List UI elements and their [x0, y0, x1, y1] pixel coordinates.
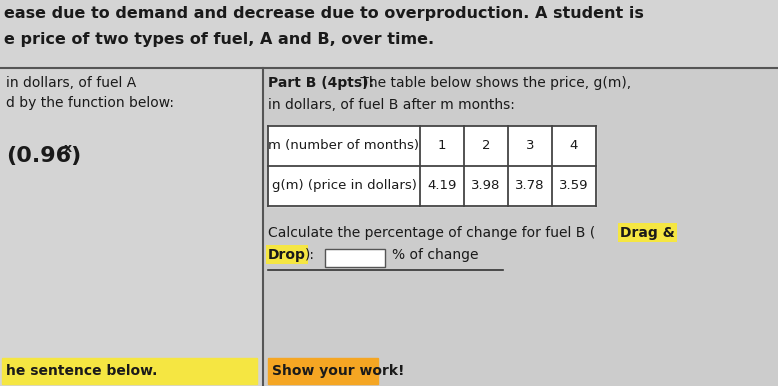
Bar: [420, 166, 464, 206]
Text: 4: 4: [569, 139, 578, 152]
Text: ):: ):: [305, 247, 315, 262]
Bar: [508, 166, 552, 206]
Text: e price of two types of fuel, A and B, over time.: e price of two types of fuel, A and B, o…: [4, 32, 434, 47]
Bar: [268, 166, 420, 206]
Text: m (number of months): m (number of months): [268, 139, 419, 152]
Text: Calculate the percentage of change for fuel B (: Calculate the percentage of change for f…: [268, 225, 595, 240]
Text: The table below shows the price, g(m),: The table below shows the price, g(m),: [356, 76, 631, 90]
Text: 3.59: 3.59: [559, 179, 589, 192]
Text: (0.96): (0.96): [6, 146, 81, 166]
Bar: [268, 125, 420, 166]
Bar: [552, 125, 596, 166]
Text: Part B (4pts):: Part B (4pts):: [268, 76, 374, 90]
Bar: [420, 125, 464, 166]
Bar: [2, 358, 257, 384]
Text: Show your work!: Show your work!: [272, 364, 405, 378]
Text: 3.98: 3.98: [471, 179, 501, 192]
Bar: [263, 68, 778, 386]
Text: 1: 1: [438, 139, 447, 152]
Bar: [552, 166, 596, 206]
Text: in dollars, of fuel A: in dollars, of fuel A: [6, 76, 136, 90]
Text: % of change: % of change: [392, 247, 478, 262]
Text: Drop: Drop: [268, 247, 306, 262]
Bar: [464, 125, 508, 166]
Text: ease due to demand and decrease due to overproduction. A student is: ease due to demand and decrease due to o…: [4, 6, 644, 21]
Bar: [508, 125, 552, 166]
Text: 4.19: 4.19: [427, 179, 457, 192]
Text: he sentence below.: he sentence below.: [6, 364, 157, 378]
Text: d by the function below:: d by the function below:: [6, 96, 174, 110]
Text: in dollars, of fuel B after m months:: in dollars, of fuel B after m months:: [268, 98, 515, 112]
Bar: [325, 249, 385, 267]
Text: g(m) (price in dollars): g(m) (price in dollars): [272, 179, 416, 192]
Bar: [464, 166, 508, 206]
Text: 3.78: 3.78: [515, 179, 545, 192]
Text: 3: 3: [526, 139, 534, 152]
Bar: [0, 68, 263, 386]
Text: 2: 2: [482, 139, 490, 152]
Bar: [268, 358, 378, 384]
Text: Drag &: Drag &: [620, 225, 675, 240]
Text: x: x: [64, 142, 72, 154]
Bar: [0, 0, 778, 68]
